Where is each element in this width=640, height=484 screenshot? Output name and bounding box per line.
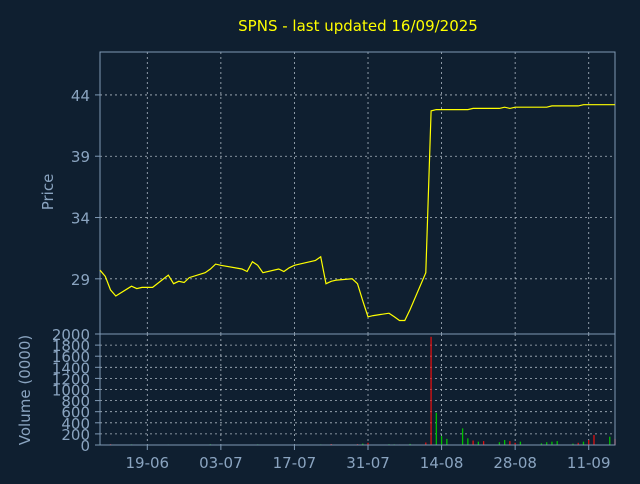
- volume-tick-label: 800: [61, 393, 90, 411]
- volume-tick-label: 0: [80, 437, 90, 455]
- price-frame: [99, 51, 616, 335]
- volume-tick-label: 200: [61, 426, 90, 444]
- volume-tick-label: 400: [61, 415, 90, 433]
- date-tick-label: 03-07: [199, 454, 243, 472]
- price-line: [99, 104, 615, 322]
- price-tick-label: 44: [71, 87, 90, 105]
- price-tick-label: 39: [71, 148, 90, 166]
- date-tick-label: 31-07: [346, 454, 390, 472]
- date-tick-label: 19-06: [125, 454, 169, 472]
- volume-tick-label: 1800: [52, 337, 90, 355]
- chart-title: SPNS - last updated 16/09/2025: [238, 17, 478, 35]
- price-tick-label: 29: [71, 271, 90, 289]
- date-tick-label: 14-08: [420, 454, 464, 472]
- price-panel: 29 34 39 44: [71, 51, 616, 335]
- volume-tick-label: 2000: [52, 326, 90, 344]
- price-axis-label: Price: [39, 174, 57, 211]
- volume-tick-label: 1600: [52, 348, 90, 366]
- volume-tick-label: 1400: [52, 359, 90, 377]
- volume-axis-label: Volume (0000): [16, 335, 34, 445]
- date-tick-label: 11-09: [567, 454, 611, 472]
- price-tick-label: 34: [71, 210, 90, 228]
- volume-frame: [99, 333, 616, 446]
- volume-tick-label: 1200: [52, 370, 90, 388]
- volume-tick-label: 1000: [52, 382, 90, 400]
- volume-tick-label: 600: [61, 404, 90, 422]
- date-tick-label: 28-08: [493, 454, 537, 472]
- date-tick-label: 17-07: [273, 454, 317, 472]
